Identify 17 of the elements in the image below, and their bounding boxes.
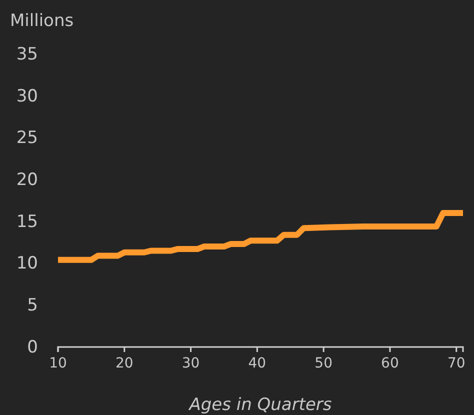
x-axis-title: Ages in Quarters (188, 395, 332, 415)
y-tick-label: 35 (16, 44, 38, 64)
y-tick-label: 30 (16, 86, 38, 106)
x-tick-label: 20 (115, 356, 134, 372)
x-tick-label: 10 (49, 356, 67, 372)
x-tick-label: 60 (381, 356, 399, 372)
y-tick-label: 20 (16, 170, 38, 190)
y-tick-label: 15 (16, 212, 38, 232)
y-tick-label: 5 (27, 296, 38, 316)
y-tick-label: 10 (16, 254, 38, 274)
x-tick-label: 30 (182, 356, 200, 372)
y-tick-label: 0 (27, 337, 38, 358)
y-axis-title: Millions (10, 11, 74, 31)
x-tick-label: 70 (447, 356, 466, 372)
y-tick-label: 25 (16, 128, 38, 148)
x-tick-label: 50 (314, 356, 332, 372)
x-tick-label: 40 (248, 356, 266, 372)
